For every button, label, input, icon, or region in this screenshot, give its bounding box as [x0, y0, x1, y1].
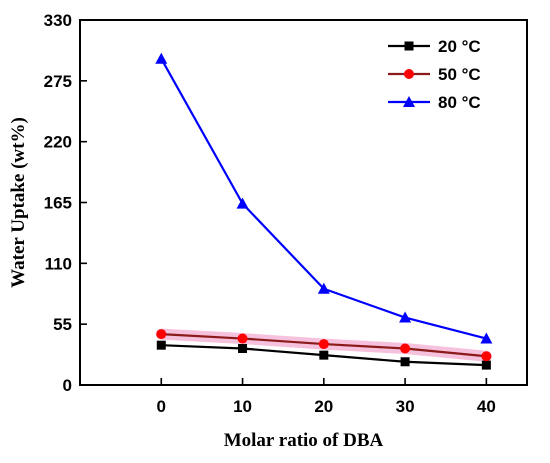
- y-axis-title: Water Uptake (wt%): [8, 117, 29, 288]
- data-point-series-2: [155, 52, 168, 64]
- legend-marker: [404, 69, 414, 79]
- data-point-series-0: [400, 357, 410, 367]
- data-point-series-0: [319, 350, 329, 360]
- data-point-series-1: [156, 329, 167, 340]
- x-tick-label: 40: [477, 397, 496, 416]
- y-tick-label: 275: [44, 72, 72, 91]
- y-tick-label: 110: [45, 254, 72, 273]
- data-point-series-0: [156, 340, 166, 350]
- data-point-series-2: [480, 332, 493, 344]
- y-tick-label: 330: [44, 11, 72, 30]
- data-point-series-1: [237, 333, 248, 344]
- series-markers: [155, 52, 493, 370]
- y-tick-label: 165: [44, 194, 72, 213]
- data-point-series-2: [236, 197, 249, 209]
- x-tick-label: 20: [314, 397, 333, 416]
- data-point-series-1: [481, 351, 492, 362]
- legend: 20 °C 50 °C 80 °C: [388, 37, 481, 112]
- legend-label: 50 °C: [438, 65, 481, 84]
- legend-marker: [403, 96, 415, 107]
- axis-ticks: 0 10 20 30 40 0 55 110 165 220 275 330: [44, 11, 496, 416]
- data-point-series-2: [317, 282, 330, 294]
- y-tick-label: 0: [63, 376, 72, 395]
- data-point-series-2: [399, 311, 412, 323]
- legend-marker: [404, 41, 414, 51]
- x-tick-label: 0: [157, 397, 166, 416]
- x-tick-label: 10: [233, 397, 252, 416]
- legend-label: 80 °C: [438, 93, 481, 112]
- data-point-series-1: [400, 343, 411, 354]
- legend-label: 20 °C: [438, 37, 481, 56]
- x-tick-label: 30: [396, 397, 415, 416]
- x-axis-title: Molar ratio of DBA: [224, 430, 384, 451]
- y-tick-label: 220: [44, 133, 72, 152]
- data-point-series-0: [238, 344, 248, 353]
- y-tick-label: 55: [53, 315, 72, 334]
- data-point-series-0: [481, 360, 491, 370]
- data-point-series-1: [318, 339, 329, 350]
